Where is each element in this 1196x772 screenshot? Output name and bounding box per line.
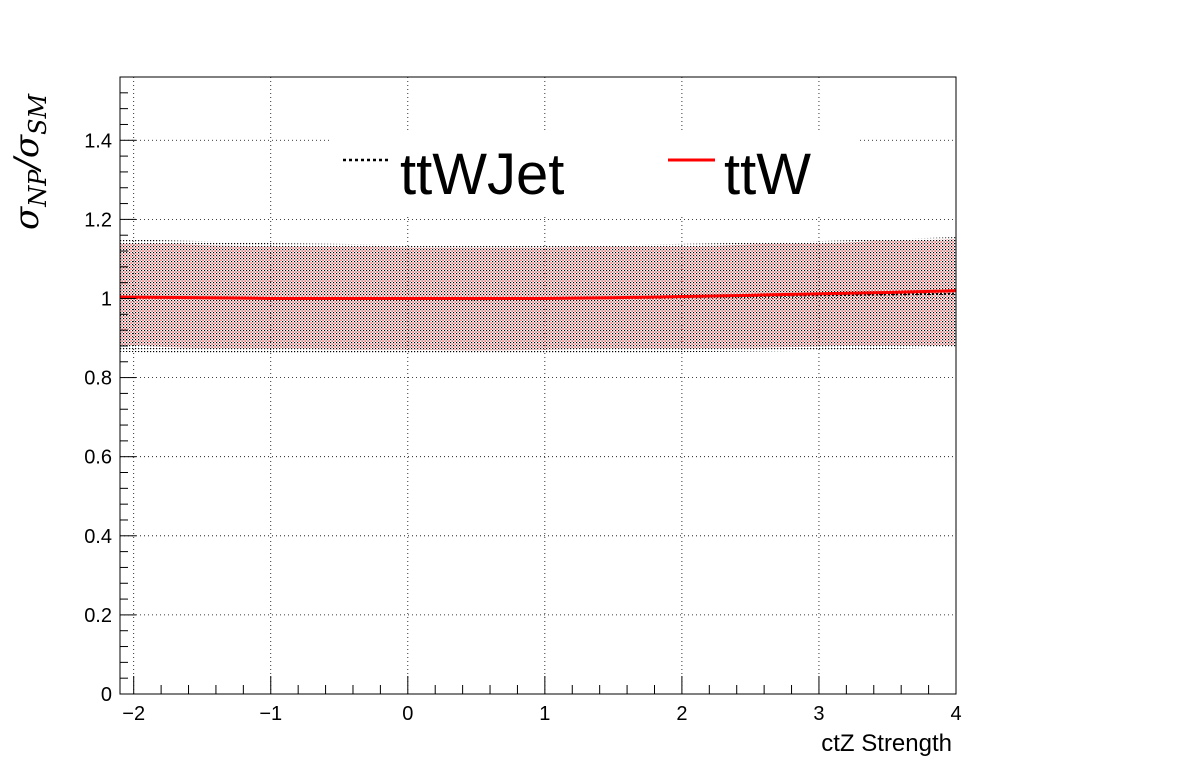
y-axis-title-sigma-sm: σ xyxy=(7,134,47,158)
y-axis-title-sub-np: NP xyxy=(24,169,52,208)
x-tick-label-1: −1 xyxy=(259,703,282,725)
plot-frame xyxy=(119,76,957,695)
ticks xyxy=(120,92,957,695)
y-axis-title-slash: / xyxy=(7,155,47,173)
tick-labels: −2 −1 0 1 2 3 4 0 0.2 0.4 0.6 0.8 1 1.2 1.4 xyxy=(84,130,961,725)
band-ttw xyxy=(120,239,956,351)
y-tick-label-7: 1.4 xyxy=(84,130,112,152)
legend-label-ttwjet: ttWJet xyxy=(400,142,564,207)
x-tick-label-4: 2 xyxy=(676,703,687,725)
x-tick-label-5: 3 xyxy=(813,703,824,725)
legend-label-ttw: ttW xyxy=(724,142,811,207)
legend: ttWJet ttW xyxy=(330,130,860,216)
x-tick-label-3: 1 xyxy=(539,703,550,725)
x-tick-label-2: 0 xyxy=(402,703,413,725)
y-tick-label-6: 1.2 xyxy=(84,209,112,231)
y-axis-title-sub-sm: SM xyxy=(24,92,52,134)
y-tick-label-1: 0.2 xyxy=(84,605,112,627)
x-tick-label-0: −2 xyxy=(122,703,145,725)
series-lines xyxy=(119,289,957,301)
y-tick-label-4: 0.8 xyxy=(84,368,112,390)
x-tick-label-6: 4 xyxy=(950,703,961,725)
line-ttw xyxy=(119,289,957,300)
svg-text:σNP/σSM: σNP/σSM xyxy=(7,92,52,230)
y-axis-title: σNP/σSM xyxy=(7,92,52,230)
y-axis-title-sigma-np: σ xyxy=(7,206,47,230)
y-tick-label-2: 0.4 xyxy=(84,526,112,548)
y-tick-label-3: 0.6 xyxy=(84,447,112,469)
y-tick-label-0: 0 xyxy=(101,684,112,706)
uncertainty-bands xyxy=(120,237,956,354)
legend-box xyxy=(330,130,860,216)
y-tick-label-5: 1 xyxy=(101,288,112,310)
x-axis-title: ctZ Strength xyxy=(821,730,952,757)
